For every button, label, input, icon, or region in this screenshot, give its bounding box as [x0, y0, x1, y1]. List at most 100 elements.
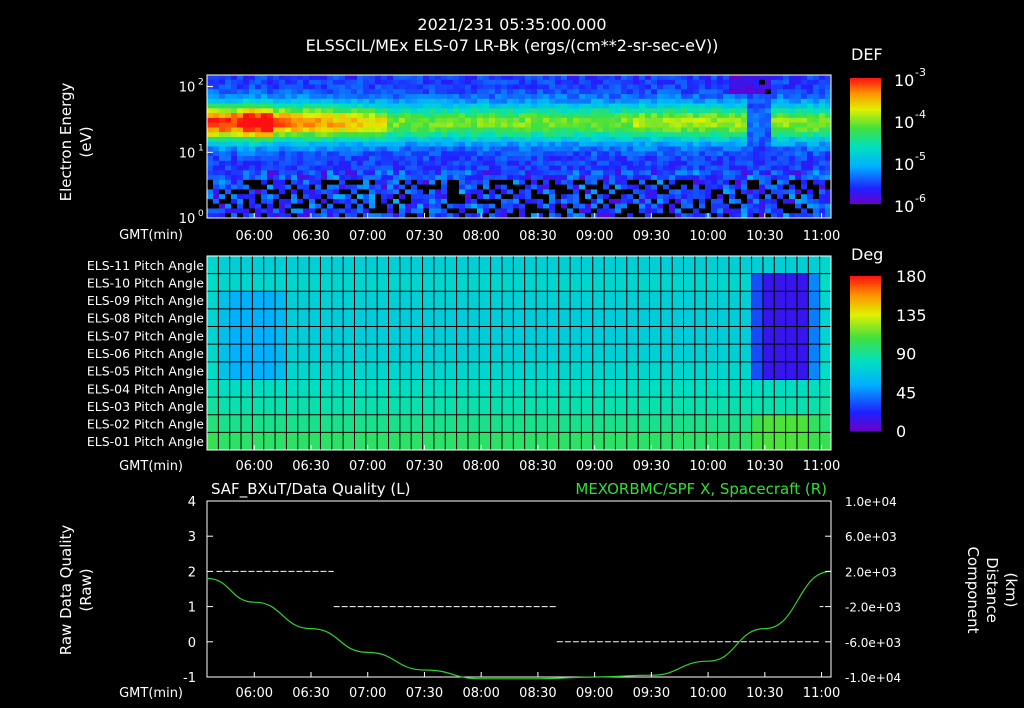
spectrogram-cell	[237, 132, 244, 138]
spectrogram-cell	[375, 184, 382, 190]
spectrogram-cell	[237, 203, 244, 209]
spectrogram-cell	[285, 146, 292, 152]
spectrogram-cell	[393, 75, 400, 81]
spectrogram-cell	[537, 89, 544, 95]
spectrogram-cell	[675, 103, 682, 109]
spectrogram-cell	[747, 113, 754, 119]
spectrogram-cell	[471, 213, 478, 219]
spectrogram-cell	[819, 151, 826, 157]
spectrogram-cell	[207, 213, 214, 219]
spectrogram-cell	[405, 160, 412, 166]
spectrogram-cell	[399, 156, 406, 162]
spectrogram-cell	[561, 108, 568, 114]
pitch-cell	[513, 432, 525, 451]
spectrogram-cell	[807, 184, 814, 190]
spectrogram-cell	[711, 151, 718, 157]
pitch-cell	[626, 308, 639, 327]
spectrogram-cell	[825, 117, 832, 124]
spectrogram-cell	[261, 141, 268, 147]
spectrogram-cell	[681, 132, 688, 138]
spectrogram-cell	[783, 127, 790, 133]
spectrogram-cell	[255, 108, 262, 114]
spectrogram-cell	[549, 103, 556, 109]
spectrogram-cell	[363, 203, 370, 209]
spectrogram-cell	[819, 108, 826, 114]
spectrogram-cell	[519, 89, 526, 95]
spectrogram-cell	[669, 89, 676, 95]
spectrogram-cell	[579, 117, 586, 124]
spectrogram-cell	[483, 84, 490, 90]
spectrogram-cell	[579, 84, 586, 90]
spectrogram-cell	[651, 165, 658, 171]
spectrogram-cell	[291, 156, 298, 162]
spectrogram-cell	[753, 151, 760, 157]
pitch-cell	[241, 256, 253, 274]
spectrogram-cell	[669, 203, 676, 209]
pitch-cell	[706, 414, 718, 433]
spectrogram-cell	[495, 184, 502, 190]
spectrogram-cell	[747, 132, 754, 138]
spectrogram-cell	[375, 103, 382, 109]
spectrogram-cell	[267, 84, 274, 90]
spectrogram-cell	[483, 156, 490, 162]
spectrogram-cell	[315, 213, 322, 219]
spectrogram-cell	[639, 98, 646, 104]
spectrogram-cell	[579, 156, 586, 162]
spectrogram-cell	[519, 165, 526, 171]
spectrogram-cell	[609, 79, 616, 85]
spectrogram-cell	[501, 113, 508, 119]
spectrogram-cell	[207, 175, 214, 181]
spectrogram-cell	[423, 108, 430, 114]
spectrogram-cell	[657, 113, 664, 119]
spectrogram-cell	[819, 170, 826, 176]
pitch-cell	[728, 432, 741, 451]
spectrogram-cell	[717, 156, 724, 162]
pitch-cell	[422, 273, 435, 292]
spectrogram-cell	[297, 170, 304, 176]
spectrogram-cell	[303, 113, 310, 119]
pitch-cell	[309, 397, 321, 416]
spectrogram-cell	[261, 151, 268, 157]
spectrogram-cell	[255, 136, 262, 143]
spectrogram-cell	[675, 179, 682, 186]
spectrogram-cell	[603, 184, 610, 190]
spectrogram-cell	[753, 141, 760, 147]
pitch-cell	[263, 291, 276, 310]
spectrogram-cell	[693, 103, 700, 109]
spectrogram-cell	[615, 122, 622, 128]
pitch-row-label: ELS-06 Pitch Angle	[87, 346, 204, 361]
spectrogram-cell	[693, 203, 700, 209]
spectrogram-cell	[711, 122, 718, 128]
spectrogram-cell	[639, 194, 646, 200]
spectrogram-cell	[501, 151, 508, 157]
spectrogram-cell	[513, 194, 520, 200]
spectrogram-cell	[213, 79, 220, 85]
spectrogram-cell	[645, 203, 652, 209]
spectrogram-cell	[717, 165, 724, 171]
pitch-angle-grid	[207, 256, 831, 450]
spectrogram-cell	[231, 208, 238, 214]
spectrogram-cell	[585, 194, 592, 200]
spectrogram-cell	[639, 208, 646, 214]
spectrogram-cell	[519, 117, 526, 124]
spectrogram-cell	[225, 160, 232, 166]
spectrogram-cell	[537, 194, 544, 200]
spectrogram-cell	[633, 179, 640, 186]
spectrogram-cell	[729, 94, 736, 100]
spectrogram-cell	[273, 213, 280, 219]
spectrogram-cell	[801, 170, 808, 176]
def-colorbar-tick-exponent: -3	[915, 66, 926, 79]
pitch-cell	[524, 344, 537, 363]
pitch-cell	[524, 291, 537, 310]
pitch-cell	[796, 344, 809, 363]
pitch-cell	[740, 361, 752, 380]
spectrogram-cell	[513, 103, 520, 109]
pitch-cell	[467, 256, 480, 274]
spectrogram-cell	[249, 189, 256, 195]
spectrogram-cell	[411, 79, 418, 85]
spectrogram-cell	[303, 170, 310, 176]
spectrogram-cell	[531, 98, 538, 104]
spectrogram-cell	[663, 208, 670, 214]
pitch-cell	[706, 256, 718, 274]
spectrogram-cell	[609, 175, 616, 181]
